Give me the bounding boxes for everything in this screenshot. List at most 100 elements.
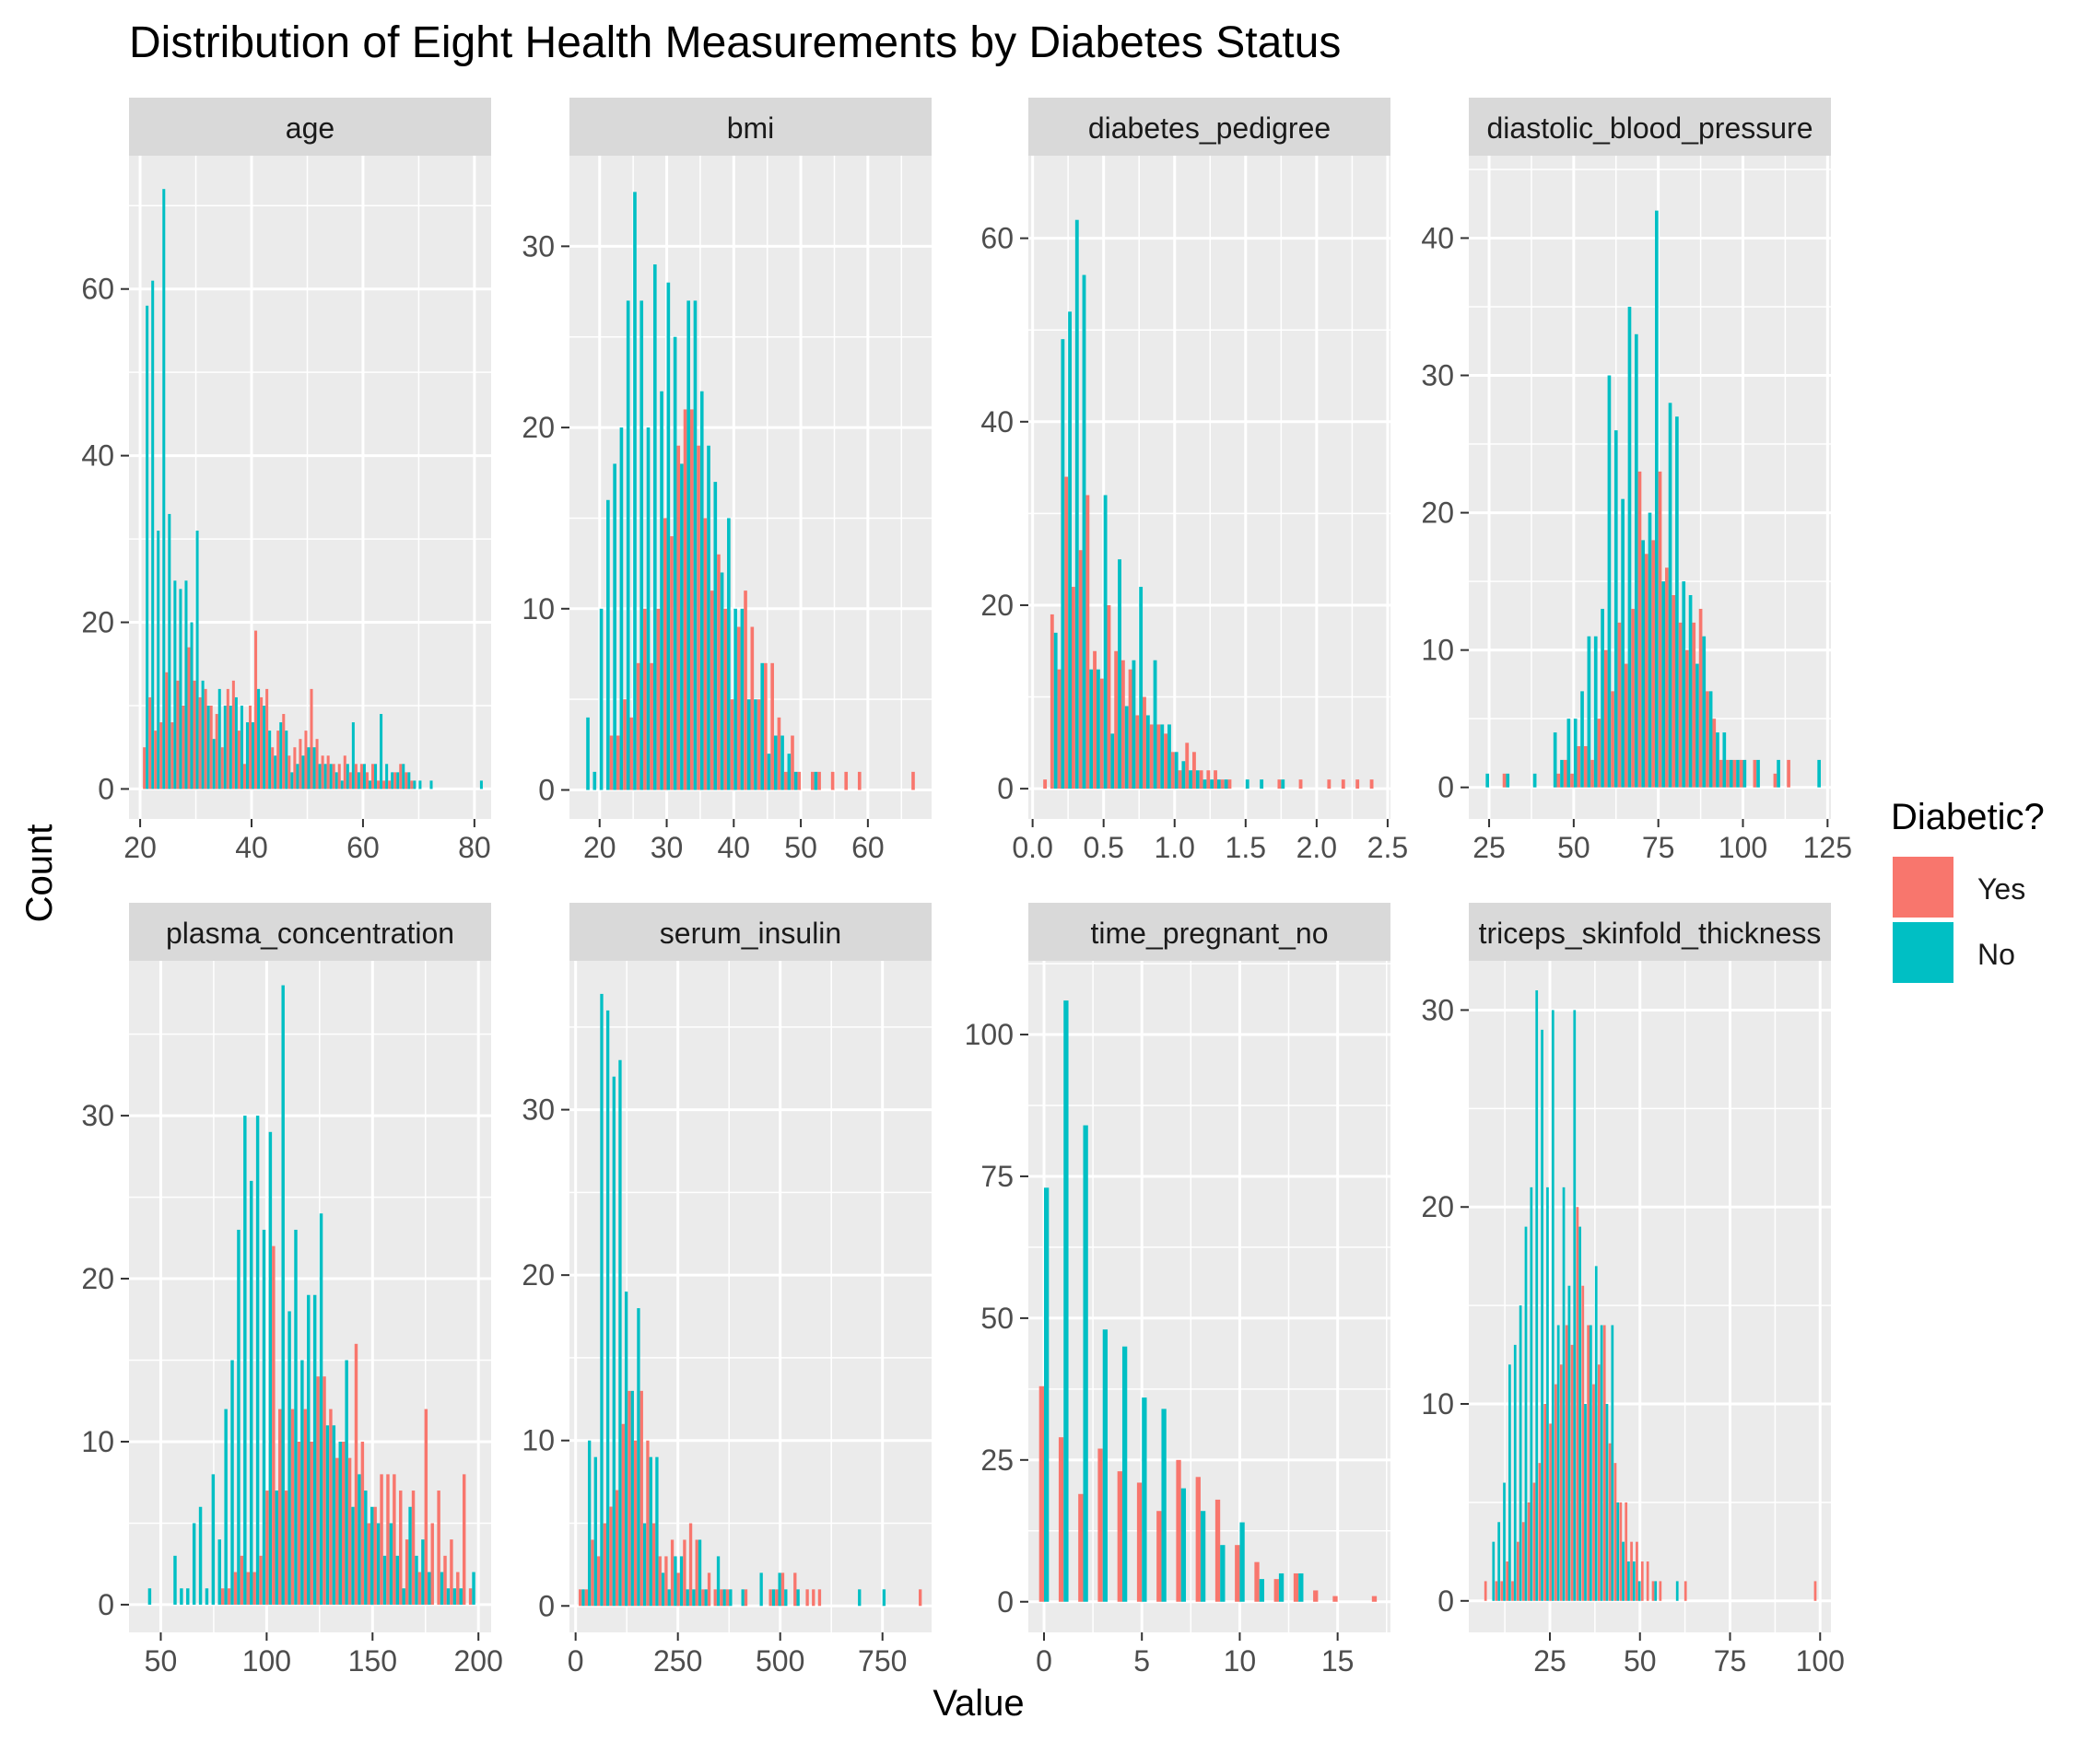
bar-yes [596,1556,601,1607]
bar-yes [293,747,297,789]
bar-yes [777,717,781,790]
bar-yes [159,722,163,789]
y-tick-label: 25 [980,1444,1014,1477]
bar-yes [1099,678,1104,789]
bar-no [1524,1226,1528,1601]
bar-yes [405,772,408,789]
bar-no [173,580,177,789]
bar-no [1584,1404,1587,1601]
bar-no [391,772,394,789]
bar-no [332,1425,336,1605]
bar-yes [817,1589,822,1607]
x-tick-label: 200 [454,1644,503,1678]
bar-no [252,722,255,789]
bar-no [418,780,422,789]
bar-no [727,518,731,790]
facet-strip-label: age [286,111,334,145]
bar-no [720,572,724,790]
bar-yes [1651,540,1656,788]
bar-yes [321,755,324,789]
bar-yes [393,1474,396,1605]
bar-no [1634,333,1638,788]
bar-yes [272,1245,276,1605]
bar-no [1716,732,1719,788]
bar-yes [341,1441,346,1605]
chart-title: Distribution of Eight Health Measurement… [129,18,1341,67]
bar-yes [1570,773,1574,788]
bar-yes [775,1589,779,1607]
bar-no [630,1390,634,1607]
bar-no [1281,779,1285,789]
bar-yes [170,722,174,789]
bar-yes [204,688,207,789]
bar-no [162,189,166,789]
bar-no [599,608,604,790]
bar-yes [1640,1561,1644,1601]
bar-no [661,1572,665,1607]
bar-yes [1813,1581,1817,1601]
bar-yes [1625,1502,1628,1601]
bar-yes [1164,733,1168,789]
histogram-bars [147,985,475,1605]
y-tick-label: 0 [538,774,555,807]
bar-yes [1136,1482,1143,1602]
bar-no [364,1491,368,1605]
bar-yes [812,1589,815,1607]
bar-yes [844,771,849,790]
bar-no [1627,1561,1630,1601]
bar-yes [227,1588,231,1605]
bar-yes [287,755,291,789]
y-tick-label: 10 [1421,634,1454,667]
bar-yes [1341,779,1345,789]
facet-strip-label: diabetes_pedigree [1088,111,1331,145]
bar-no [255,1116,260,1605]
bar-no [307,1294,311,1605]
bar-yes [252,1572,256,1605]
x-tick-label: 125 [1803,831,1852,864]
x-tick-label: 30 [651,831,684,864]
bar-no [1121,1346,1128,1602]
facet-strip-label: plasma_concentration [166,917,454,950]
bar-no [357,772,360,789]
bar-yes [410,780,414,789]
bar-yes [1559,1364,1563,1601]
bar-no [380,714,383,789]
bar-no [1083,1125,1088,1602]
bar-no [1278,1572,1285,1602]
bar-no [407,772,411,789]
bar-yes [1195,1477,1201,1602]
bar-yes [456,1572,460,1605]
legend: Diabetic? Yes No [1891,797,2045,983]
bar-no [212,739,216,789]
bar-no [1756,759,1760,788]
bar-no [655,1456,659,1607]
facet-triceps-skinfold-thickness: triceps_skinfold_thickness 25 50 75 100 0 10 20… [1421,903,1845,1678]
bar-no [1616,1502,1620,1601]
y-tick-label: 0 [997,772,1014,805]
bar-no [385,764,389,789]
bar-yes [1611,691,1614,788]
bar-yes [1093,650,1097,789]
bar-yes [591,1539,594,1607]
x-tick-label: 60 [851,831,885,864]
bar-yes [793,1572,797,1607]
facet-strip-label: triceps_skinfold_thickness [1479,917,1822,950]
x-tick-label: 0 [1036,1644,1052,1678]
bar-yes [1371,1596,1378,1602]
bar-yes [1631,608,1635,788]
bar-no [1061,339,1065,789]
bar-no [1535,990,1539,1601]
bar-no [606,499,610,790]
x-tick-label: 1.0 [1154,831,1194,864]
bar-yes [857,771,862,790]
bar-yes [1527,1502,1531,1601]
bar-no [1139,587,1144,789]
bar-yes [1327,779,1332,789]
bar-no [1637,1581,1641,1601]
bar-yes [193,680,196,789]
bar-yes [1117,1471,1122,1602]
y-tick-label: 20 [1421,497,1454,530]
bar-no [402,1588,405,1605]
bar-yes [1178,770,1182,789]
bar-no [173,1555,177,1605]
